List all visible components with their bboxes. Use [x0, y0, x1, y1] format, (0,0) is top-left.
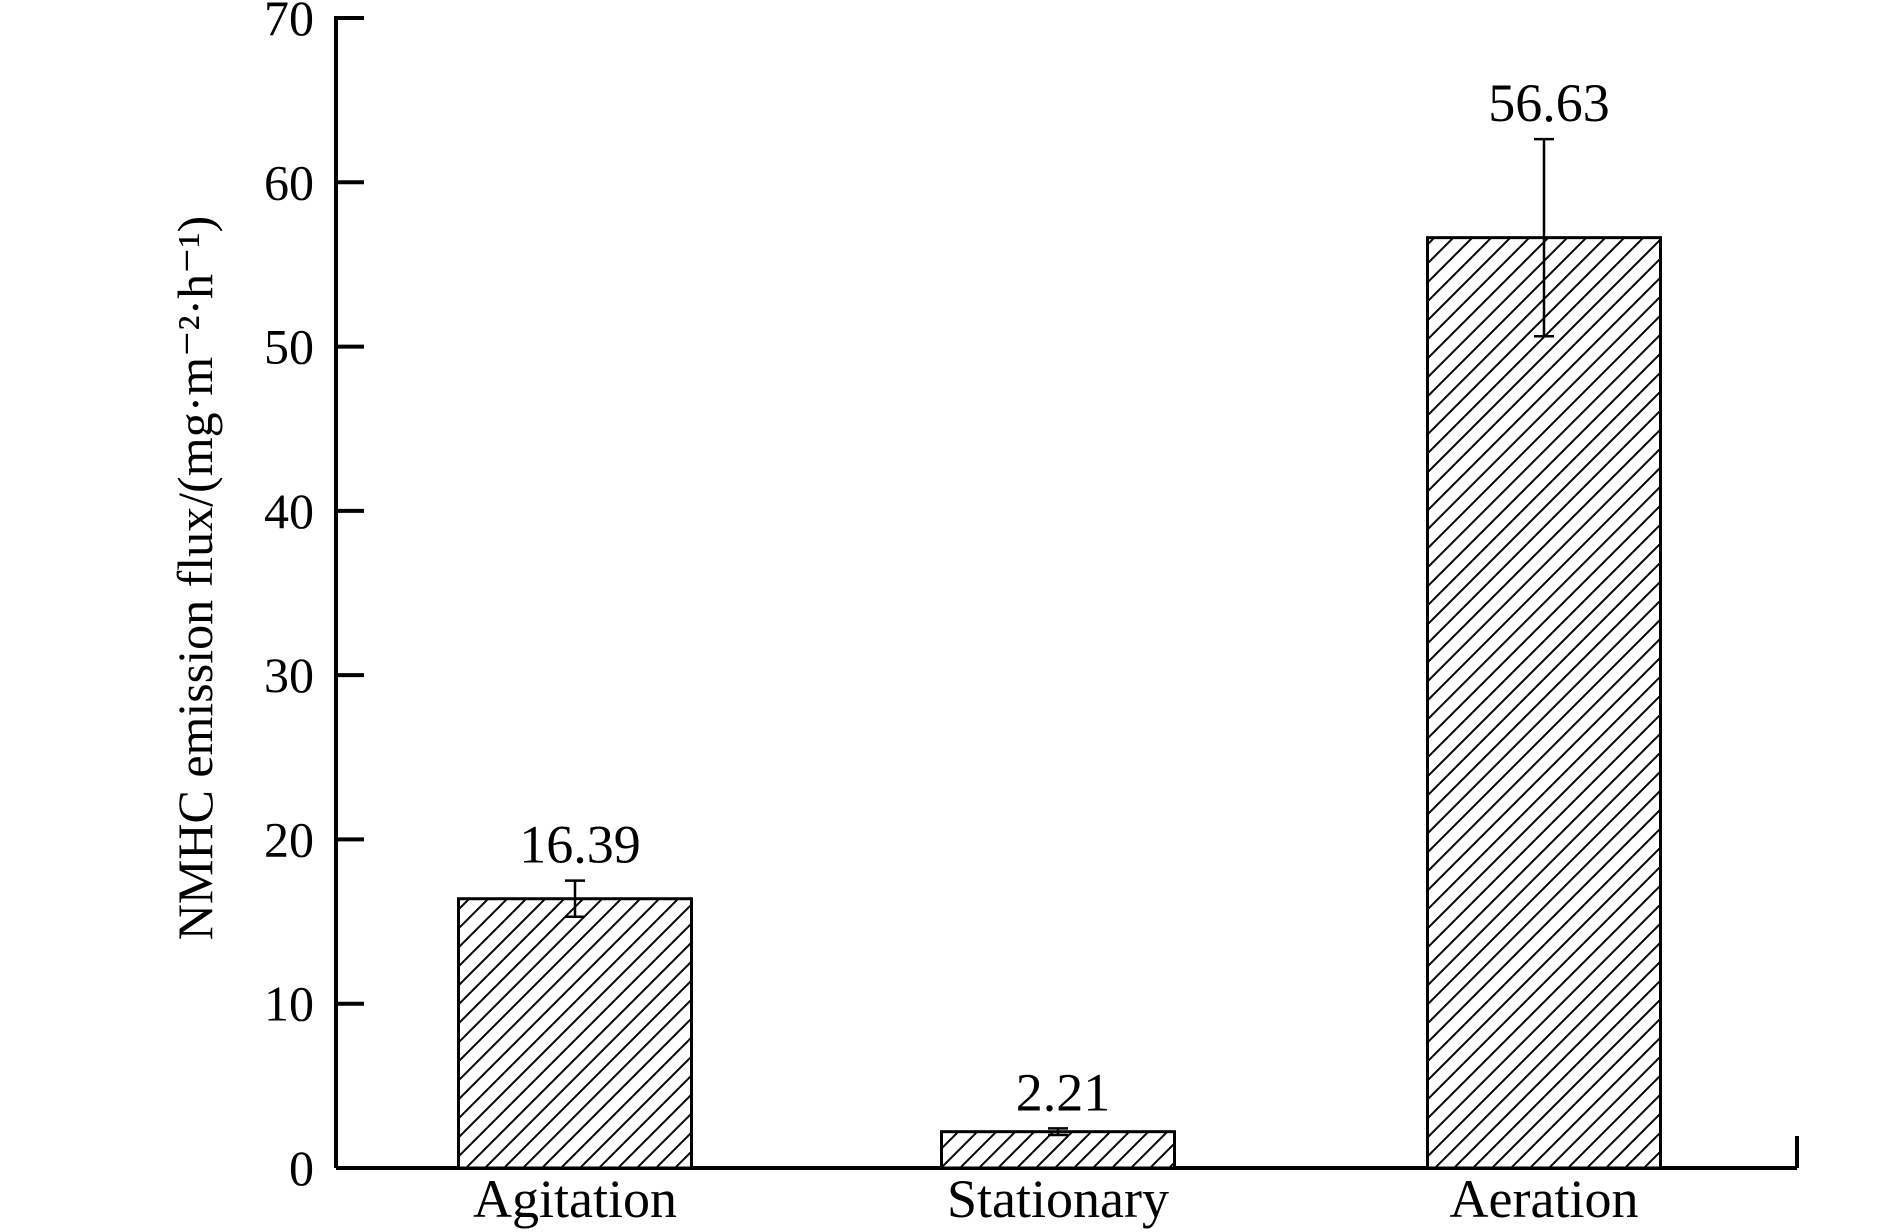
bar-aeration: [1426, 236, 1662, 1170]
x-category-label: Agitation: [473, 1169, 677, 1229]
y-tick-label: 10: [264, 976, 314, 1032]
data-label: 56.63: [1488, 73, 1610, 133]
y-axis-label: NMHC emission flux/(mg·m⁻²·h⁻¹): [167, 216, 223, 940]
y-tick-label: 30: [264, 647, 314, 703]
bars: [457, 137, 1662, 1170]
y-tick-label: 20: [264, 811, 314, 867]
x-category-label: Aeration: [1450, 1169, 1639, 1229]
data-label: 2.21: [1016, 1062, 1111, 1122]
x-category-label: Stationary: [947, 1169, 1169, 1229]
data-label: 16.39: [519, 815, 641, 875]
y-tick-label: 50: [264, 319, 314, 375]
y-tick-label: 40: [264, 483, 314, 539]
y-tick-label: 60: [264, 154, 314, 210]
y-tick-label: 70: [264, 0, 314, 46]
y-tick-label: 0: [289, 1140, 314, 1196]
labels: 16.39 Agitation 2.21 Stationary 56.63 Aeratio…: [473, 73, 1638, 1229]
bar-stationary: [940, 1130, 1176, 1170]
bar-agitation: [457, 897, 693, 1170]
